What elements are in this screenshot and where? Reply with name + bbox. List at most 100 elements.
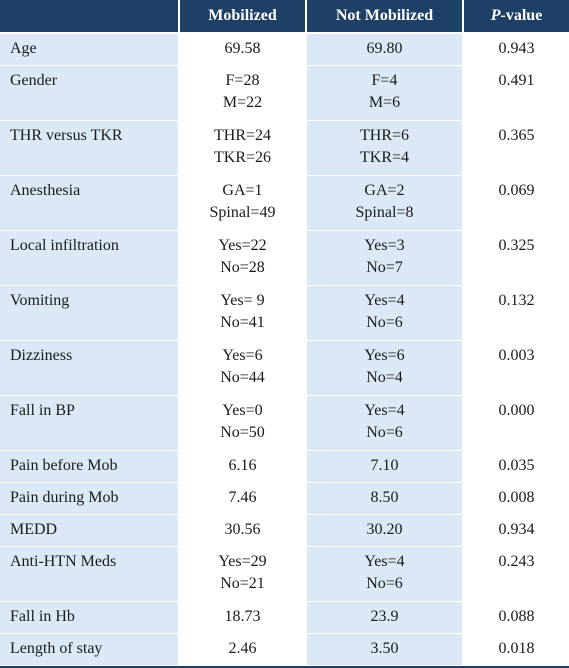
cell-line: 6.16 <box>228 457 257 474</box>
cell-line: No=6 <box>366 575 403 592</box>
row-label: Pain before Mob <box>0 450 180 483</box>
table-row: Length of stay 2.46 3.50 0.018 <box>0 633 569 666</box>
not-mobilized-cell: Yes=3 No=7 <box>306 230 464 286</box>
cell-line: No=41 <box>220 314 265 331</box>
p-value-cell: 0.069 <box>463 175 569 231</box>
cell-line: Yes=3 <box>364 237 405 254</box>
header-p-value: P-value <box>463 0 569 34</box>
row-label: Pain during Mob <box>0 482 180 515</box>
row-label: Anti-HTN Meds <box>0 546 180 602</box>
p-value-cell: 0.365 <box>463 120 569 176</box>
not-mobilized-cell: Yes=4 No=6 <box>306 395 464 451</box>
table-row: Pain before Mob 6.16 7.10 0.035 <box>0 450 569 483</box>
cell-line: 2.46 <box>228 640 257 657</box>
mobilized-cell: 6.16 <box>179 450 307 483</box>
cell-line: No=50 <box>220 424 265 441</box>
table-row: Anesthesia GA=1 Spinal=49 GA=2 Spinal=8 0.069 <box>0 175 569 231</box>
cell-line: Yes=29 <box>218 553 267 570</box>
cell-line: No=6 <box>366 314 403 331</box>
mobilized-cell: THR=24 TKR=26 <box>179 120 307 176</box>
cell-line: 8.50 <box>370 489 399 506</box>
cell-line: No=44 <box>220 369 265 386</box>
p-value-cell: 0.243 <box>463 546 569 602</box>
header-mobilized: Mobilized <box>179 0 307 34</box>
row-label: Dizziness <box>0 340 180 396</box>
table-row: Vomiting Yes= 9 No=41 Yes=4 No=6 0.132 <box>0 285 569 341</box>
mobilized-cell: Yes=29 No=21 <box>179 546 307 602</box>
table-row: MEDD 30.56 30.20 0.934 <box>0 514 569 547</box>
cell-line: Yes=6 <box>222 347 263 364</box>
not-mobilized-cell: 23.9 <box>306 601 464 634</box>
row-label: MEDD <box>0 514 180 547</box>
p-value-cell: 0.325 <box>463 230 569 286</box>
mobilized-cell: 7.46 <box>179 482 307 515</box>
cell-line: GA=2 <box>364 182 405 199</box>
row-label: Gender <box>0 65 180 121</box>
cell-line: No=6 <box>366 424 403 441</box>
p-value-cell: 0.003 <box>463 340 569 396</box>
table-row: THR versus TKR THR=24 TKR=26 THR=6 TKR=4 0.36… <box>0 120 569 176</box>
mobilized-cell: 2.46 <box>179 633 307 666</box>
table-body: Age 69.58 69.80 0.943 Gender F=28 M=22 F=4 M=6 0.… <box>0 33 569 666</box>
row-label: Age <box>0 33 180 66</box>
cell-line: 69.80 <box>366 40 403 57</box>
mobilized-cell: Yes=22 No=28 <box>179 230 307 286</box>
mobilized-cell: 18.73 <box>179 601 307 634</box>
cell-line: F=4 <box>371 72 398 89</box>
row-label: Length of stay <box>0 633 180 666</box>
table-row: Fall in Hb 18.73 23.9 0.088 <box>0 601 569 634</box>
cell-line: Yes= 9 <box>220 292 265 309</box>
table-row: Anti-HTN Meds Yes=29 No=21 Yes=4 No=6 0.243 <box>0 546 569 602</box>
cell-line: M=22 <box>222 94 263 111</box>
not-mobilized-cell: 7.10 <box>306 450 464 483</box>
cell-line: 30.20 <box>366 521 403 538</box>
mobilized-cell: Yes=6 No=44 <box>179 340 307 396</box>
not-mobilized-cell: F=4 M=6 <box>306 65 464 121</box>
cell-line: Yes=4 <box>364 292 405 309</box>
cell-line: No=4 <box>366 369 403 386</box>
p-value-cell: 0.035 <box>463 450 569 483</box>
not-mobilized-cell: THR=6 TKR=4 <box>306 120 464 176</box>
table-row: Dizziness Yes=6 No=44 Yes=6 No=4 0.003 <box>0 340 569 396</box>
table-row: Gender F=28 M=22 F=4 M=6 0.491 <box>0 65 569 121</box>
table-row: Local infiltration Yes=22 No=28 Yes=3 No=7 0.… <box>0 230 569 286</box>
p-value-cell: 0.934 <box>463 514 569 547</box>
cell-line: 69.58 <box>224 40 261 57</box>
mobilized-cell: F=28 M=22 <box>179 65 307 121</box>
not-mobilized-cell: GA=2 Spinal=8 <box>306 175 464 231</box>
cell-line: 7.46 <box>228 489 257 506</box>
row-label: Anesthesia <box>0 175 180 231</box>
cell-line: THR=24 <box>213 127 272 144</box>
cell-line: Yes=4 <box>364 553 405 570</box>
cell-line: 30.56 <box>224 521 261 538</box>
mobilized-cell: 69.58 <box>179 33 307 66</box>
row-label: THR versus TKR <box>0 120 180 176</box>
table-row: Age 69.58 69.80 0.943 <box>0 33 569 66</box>
cell-line: M=6 <box>368 94 401 111</box>
cell-line: 18.73 <box>224 608 261 625</box>
cell-line: Spinal=8 <box>355 204 414 221</box>
cell-line: THR=6 <box>359 127 410 144</box>
cell-line: Spinal=49 <box>209 204 276 221</box>
not-mobilized-cell: Yes=4 No=6 <box>306 546 464 602</box>
p-value-cell: 0.008 <box>463 482 569 515</box>
p-value-cell: 0.491 <box>463 65 569 121</box>
mobilized-cell: 30.56 <box>179 514 307 547</box>
header-not-mobilized: Not Mobilized <box>306 0 464 34</box>
not-mobilized-cell: Yes=6 No=4 <box>306 340 464 396</box>
cell-line: 3.50 <box>370 640 399 657</box>
mobilized-cell: Yes=0 No=50 <box>179 395 307 451</box>
mobilized-cell: GA=1 Spinal=49 <box>179 175 307 231</box>
row-label: Local infiltration <box>0 230 180 286</box>
p-value-cell: 0.018 <box>463 633 569 666</box>
cell-line: 7.10 <box>370 457 399 474</box>
row-label: Fall in BP <box>0 395 180 451</box>
p-value-cell: 0.943 <box>463 33 569 66</box>
header-row: Mobilized Not Mobilized P-value <box>0 0 569 34</box>
header-variable <box>0 0 180 34</box>
cell-line: Yes=4 <box>364 402 405 419</box>
p-value-cell: 0.000 <box>463 395 569 451</box>
cell-line: TKR=26 <box>213 149 272 166</box>
table-row: Pain during Mob 7.46 8.50 0.008 <box>0 482 569 515</box>
